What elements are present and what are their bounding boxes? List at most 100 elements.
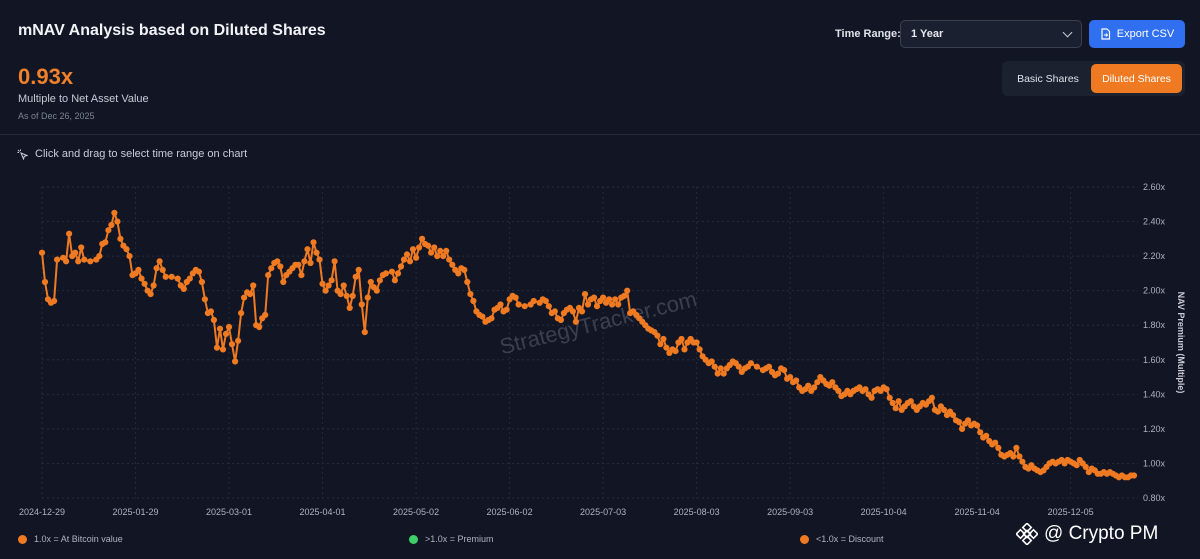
legend-item-discount: <1.0x = Discount	[800, 534, 884, 544]
y-tick-label: 1.20x	[1143, 424, 1166, 434]
data-point	[403, 251, 411, 258]
data-point	[391, 277, 398, 284]
data-point	[159, 266, 166, 273]
data-point	[111, 209, 118, 216]
x-tick-label: 2025-01-29	[112, 507, 158, 517]
data-point	[581, 291, 589, 298]
data-point	[319, 280, 326, 287]
data-point	[394, 270, 402, 277]
data-point	[1073, 462, 1080, 469]
data-point	[455, 270, 462, 277]
crypto-pm-badge: @ Crypto PM	[1016, 523, 1158, 545]
data-point	[862, 386, 869, 393]
data-point	[657, 341, 664, 348]
data-point	[298, 272, 305, 279]
data-point	[717, 365, 724, 372]
x-tick-label: 2025-05-02	[393, 507, 439, 517]
data-point	[174, 275, 181, 282]
export-csv-button[interactable]: Export CSV	[1089, 20, 1185, 48]
data-point	[75, 258, 82, 265]
legend-dot	[409, 534, 418, 544]
data-point	[1130, 472, 1138, 479]
basic-shares-button[interactable]: Basic Shares	[1017, 72, 1079, 85]
data-point	[304, 246, 311, 253]
x-tick-label: 2025-03-01	[206, 507, 252, 517]
data-point	[624, 287, 631, 294]
data-point	[708, 358, 715, 365]
file-export-icon	[1101, 28, 1110, 40]
data-point	[41, 278, 49, 286]
data-point	[376, 277, 383, 284]
chart-hint: Click and drag to select time range on c…	[17, 148, 247, 160]
data-point	[322, 287, 329, 294]
y-tick-label: 2.60x	[1143, 182, 1166, 192]
data-point	[1019, 458, 1026, 465]
data-point	[186, 275, 193, 282]
data-point	[672, 348, 679, 355]
legend-item-bitcoin-value: 1.0x = At Bitcoin value	[18, 534, 123, 544]
data-point	[78, 244, 85, 251]
data-point	[1082, 463, 1089, 470]
data-point	[515, 301, 522, 308]
data-point	[696, 346, 703, 353]
share-type-toggle: Basic Shares Diluted Shares	[1002, 61, 1185, 96]
data-point	[81, 256, 88, 263]
data-point	[373, 287, 380, 294]
data-point	[382, 270, 389, 277]
data-point	[219, 346, 227, 353]
legend-label: <1.0x = Discount	[816, 534, 884, 544]
data-point	[461, 266, 468, 273]
data-point	[232, 358, 239, 365]
time-range-select[interactable]: 1 Year	[900, 20, 1082, 48]
data-point	[977, 429, 984, 436]
data-point	[621, 292, 628, 299]
data-point	[512, 294, 519, 301]
data-point	[337, 291, 344, 298]
data-point	[238, 310, 245, 317]
data-point	[883, 386, 890, 393]
data-point	[397, 263, 405, 270]
data-point	[765, 363, 773, 370]
data-point	[316, 256, 323, 263]
data-point	[835, 387, 842, 394]
diluted-shares-button[interactable]: Diluted Shares	[1091, 64, 1182, 93]
data-point	[138, 275, 145, 282]
legend-item-premium: >1.0x = Premium	[409, 534, 494, 544]
data-point	[228, 341, 236, 348]
x-tick-label: 2025-04-01	[300, 507, 346, 517]
data-point	[714, 370, 721, 377]
data-point	[479, 313, 486, 320]
data-point	[557, 316, 565, 324]
data-point	[250, 282, 257, 289]
data-point	[720, 370, 727, 377]
data-point	[1013, 444, 1020, 451]
y-tick-label: 2.20x	[1143, 251, 1166, 261]
data-point	[162, 273, 169, 280]
data-point	[569, 308, 577, 315]
data-point	[54, 256, 61, 263]
data-point	[51, 297, 58, 305]
x-tick-label: 2025-07-03	[580, 507, 626, 517]
data-point	[578, 308, 586, 315]
data-point	[150, 282, 157, 289]
data-point	[681, 346, 688, 353]
mnav-chart[interactable]: StrategyTracker.com 0.80x1.00x1.20x1.40x…	[0, 175, 1200, 525]
data-point	[521, 303, 528, 310]
data-point	[437, 247, 444, 254]
data-point	[955, 418, 963, 426]
data-point	[693, 339, 700, 346]
data-point	[446, 256, 453, 263]
x-tick-label: 2025-12-05	[1048, 507, 1094, 517]
data-point	[467, 291, 474, 298]
binance-logo-icon	[1016, 523, 1038, 545]
x-tick-label: 2025-10-04	[861, 507, 907, 517]
data-point	[102, 239, 109, 246]
data-point	[310, 239, 317, 246]
data-point	[959, 425, 966, 432]
data-point	[551, 308, 558, 315]
data-point	[928, 394, 936, 401]
data-point	[660, 335, 667, 343]
data-point	[590, 294, 598, 301]
data-point	[609, 301, 616, 308]
y-tick-label: 2.40x	[1143, 217, 1166, 227]
